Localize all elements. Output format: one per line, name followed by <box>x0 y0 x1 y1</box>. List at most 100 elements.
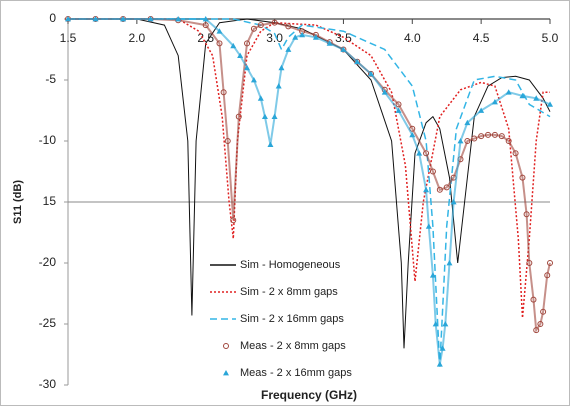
marker <box>237 52 244 58</box>
marker <box>285 46 292 52</box>
marker <box>533 95 540 101</box>
marker <box>120 16 127 22</box>
marker <box>285 23 292 30</box>
marker <box>443 184 450 191</box>
y-axis-label: S11 (dB) <box>12 180 24 224</box>
marker <box>485 131 492 138</box>
marker <box>425 223 432 229</box>
marker <box>261 113 268 119</box>
marker <box>278 64 285 71</box>
marker <box>395 101 402 108</box>
series-trace <box>68 18 551 365</box>
marker <box>220 89 227 96</box>
legend-label: Sim - 2 x 8mm gaps <box>240 286 338 298</box>
legend-label: Meas - 2 x 16mm gaps <box>240 367 352 379</box>
marker <box>544 272 551 279</box>
series-line <box>68 18 551 349</box>
y-tick-label: -30 <box>39 377 57 391</box>
marker <box>271 19 278 26</box>
marker <box>505 138 512 144</box>
series-trace <box>68 18 551 333</box>
marker <box>381 89 388 95</box>
x-tick-label: 4.0 <box>404 31 421 45</box>
y-tick-label: -10 <box>39 133 57 147</box>
marker <box>537 321 544 327</box>
marker <box>216 40 223 47</box>
marker <box>523 211 530 218</box>
marker <box>498 133 505 140</box>
marker <box>505 89 512 95</box>
legend-marker <box>223 343 229 349</box>
y-tick-label: -25 <box>39 316 57 330</box>
marker <box>432 321 439 327</box>
marker <box>442 321 449 327</box>
marker <box>92 16 99 22</box>
marker <box>439 345 446 351</box>
marker <box>395 107 402 113</box>
marker <box>292 34 299 40</box>
marker <box>436 186 443 193</box>
legend-marker <box>223 370 229 376</box>
marker <box>547 260 553 266</box>
marker <box>147 16 154 22</box>
legend-label: Sim - Homogeneous <box>240 259 341 271</box>
marker <box>175 16 182 22</box>
marker <box>340 46 347 52</box>
marker <box>326 40 333 46</box>
marker <box>250 25 257 32</box>
x-tick-label: 5.0 <box>542 31 559 45</box>
x-tick-label: 1.5 <box>60 31 77 45</box>
marker <box>457 138 464 144</box>
marker <box>271 113 278 119</box>
marker <box>519 174 526 181</box>
marker <box>257 22 264 29</box>
marker <box>230 42 237 49</box>
marker <box>202 16 209 22</box>
legend-label: Sim - 2 x 16mm gaps <box>240 313 344 325</box>
marker <box>450 199 457 205</box>
y-tick-label: -20 <box>39 255 57 269</box>
x-tick-label: 3.0 <box>266 31 283 45</box>
series-line <box>68 18 551 367</box>
marker <box>244 40 251 47</box>
x-tick-label: 2.0 <box>129 31 146 45</box>
marker <box>436 361 443 367</box>
x-axis-label: Frequency (GHz) <box>261 388 357 402</box>
x-tick-label: 2.5 <box>197 31 214 45</box>
marker <box>416 150 423 156</box>
marker <box>491 131 498 138</box>
marker <box>519 92 526 99</box>
marker <box>312 34 319 40</box>
marker <box>429 168 436 175</box>
marker <box>65 16 71 22</box>
x-tick-label: 4.5 <box>473 31 490 45</box>
y-tick-label: 15 <box>43 194 57 208</box>
marker <box>512 150 519 157</box>
y-tick-label: 0 <box>49 11 56 25</box>
marker <box>257 95 264 101</box>
marker <box>464 138 471 144</box>
y-tick-label: -5 <box>45 72 56 86</box>
marker <box>230 217 237 224</box>
marker <box>423 186 430 193</box>
marker <box>491 98 498 105</box>
marker <box>409 131 416 138</box>
marker <box>235 113 242 120</box>
marker <box>367 70 374 77</box>
marker <box>244 64 251 71</box>
marker <box>540 308 547 315</box>
marker <box>224 138 231 144</box>
marker <box>299 31 306 38</box>
legend-label: Meas - 2 x 8mm gaps <box>240 340 346 352</box>
x-tick-label: 3.5 <box>335 31 352 45</box>
marker <box>464 119 471 126</box>
marker <box>547 101 553 107</box>
marker <box>429 272 436 278</box>
marker <box>202 22 209 29</box>
marker <box>423 150 430 157</box>
marker <box>267 141 274 148</box>
marker <box>478 133 485 140</box>
marker <box>526 260 533 266</box>
